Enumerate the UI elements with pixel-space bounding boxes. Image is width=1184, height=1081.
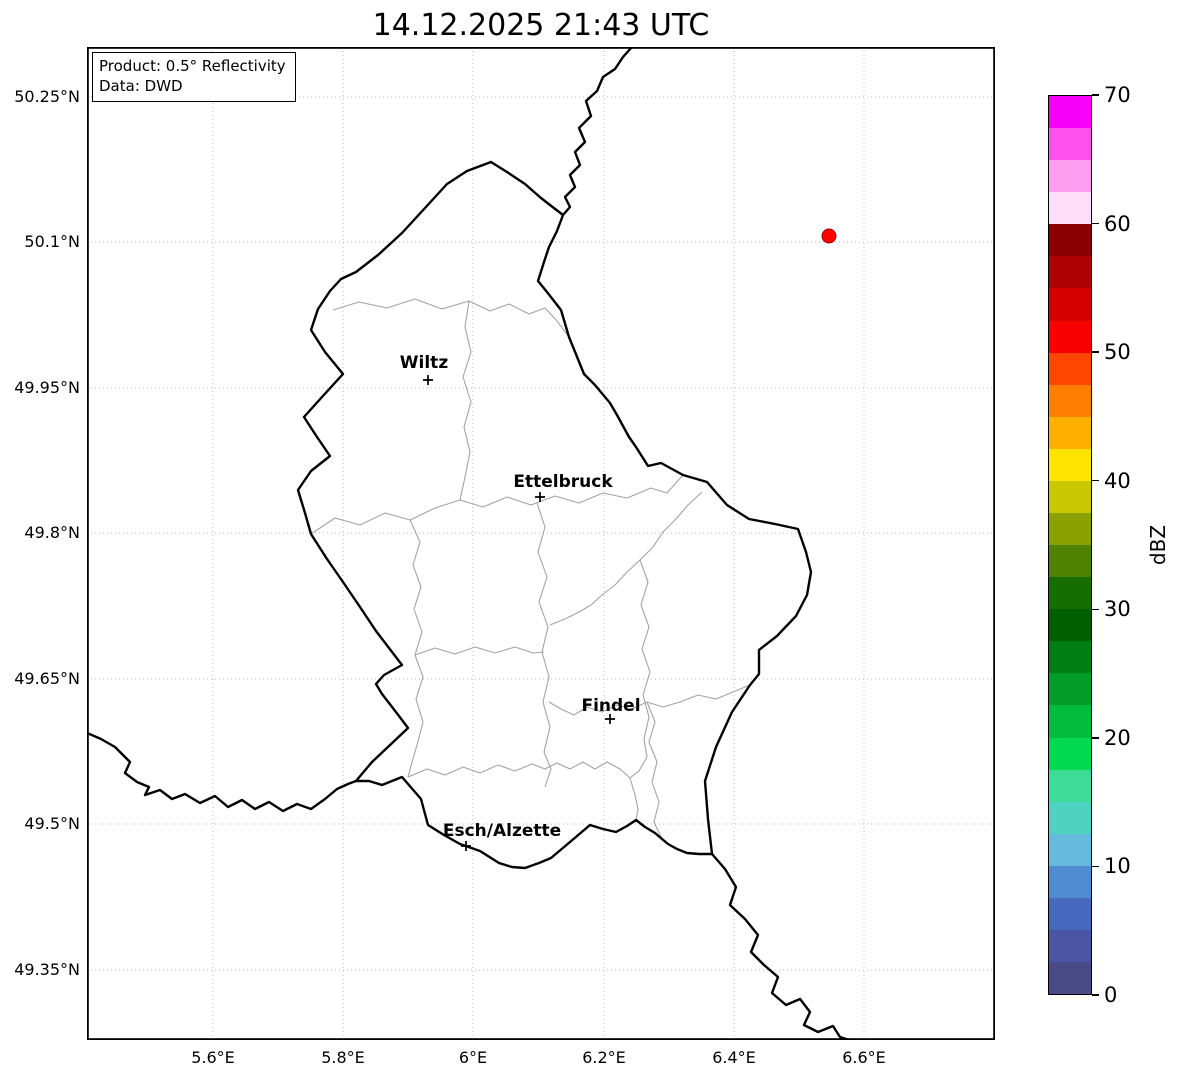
plot-title: 14.12.2025 21:43 UTC — [372, 8, 710, 43]
colorbar-tick-label: 40 — [1104, 468, 1131, 493]
canton-boundary — [629, 559, 651, 779]
colorbar-segment — [1049, 577, 1091, 610]
colorbar-segment — [1049, 288, 1091, 321]
city-label: Esch/Alzette — [443, 821, 561, 841]
product-info-line: Product: 0.5° Reflectivity — [99, 57, 286, 75]
city-label: Wiltz — [400, 353, 449, 373]
canton-boundary — [549, 491, 703, 626]
colorbar-tick — [1092, 608, 1099, 610]
colorbar-segment — [1049, 705, 1091, 738]
colorbar-segment — [1049, 256, 1091, 289]
colorbar-tick-label: 0 — [1104, 983, 1118, 1007]
canton-boundary — [459, 300, 472, 501]
colorbar-tick — [1092, 865, 1099, 868]
colorbar-segment — [1049, 609, 1091, 642]
colorbar-segment — [1049, 833, 1091, 866]
colorbar-tick — [1092, 351, 1099, 353]
country-border — [87, 731, 358, 813]
city-marker — [535, 492, 545, 502]
colorbar-tick-label: 60 — [1104, 211, 1131, 236]
canton-boundary — [414, 646, 545, 656]
lat-tick-label: 50.1°N — [24, 232, 80, 251]
city-marker — [605, 714, 615, 724]
data-source-line: Data: DWD — [99, 77, 183, 96]
canton-boundary — [646, 701, 669, 845]
canton-boundary — [536, 502, 552, 788]
colorbar-segment — [1049, 801, 1091, 834]
colorbar-segment — [1049, 769, 1091, 802]
colorbar-segment — [1049, 96, 1091, 129]
canton-boundary — [332, 298, 570, 338]
canton-boundary — [407, 519, 424, 778]
plot-frame — [87, 47, 995, 1040]
colorbar-segment — [1049, 128, 1091, 161]
colorbar-segment — [1049, 641, 1091, 674]
colorbar-segment — [1049, 448, 1091, 481]
colorbar-segment — [1049, 673, 1091, 706]
lat-tick-label: 49.5°N — [24, 814, 80, 833]
country-border — [296, 160, 813, 870]
colorbar-segment — [1049, 865, 1091, 898]
luxembourg-map: Wiltz Ettelbruck Findel Esch/Alzette — [87, 47, 995, 1040]
colorbar-segment — [1049, 320, 1091, 353]
colorbar-tick — [1092, 994, 1099, 996]
canton-boundary — [548, 684, 751, 716]
colorbar-segment — [1049, 416, 1091, 449]
lat-tick-label: 49.8°N — [24, 523, 80, 542]
colorbar-segment — [1049, 897, 1091, 931]
colorbar-tick — [1092, 737, 1099, 739]
reflectivity-colorbar — [1048, 95, 1092, 995]
country-border — [561, 47, 634, 217]
city-marker — [461, 841, 471, 851]
colorbar-tick-label: 30 — [1104, 597, 1131, 622]
lat-tick-label: 49.95°N — [14, 378, 80, 397]
colorbar-tick — [1092, 479, 1099, 482]
colorbar-segment — [1049, 224, 1091, 257]
lon-tick-label: 5.6°E — [191, 1048, 235, 1067]
colorbar-segment — [1049, 192, 1091, 225]
lon-tick-label: 6.4°E — [712, 1048, 756, 1067]
city-label: Findel — [581, 696, 640, 716]
colorbar-tick — [1092, 222, 1099, 225]
lon-tick-label: 6°E — [458, 1048, 488, 1067]
lon-tick-label: 5.8°E — [321, 1048, 365, 1067]
city-label: Ettelbruck — [513, 472, 613, 492]
colorbar-segment — [1049, 545, 1091, 578]
city-marker — [423, 375, 433, 385]
map-plot-area: Product: 0.5° Reflectivity Data: DWD Wil… — [87, 47, 995, 1040]
colorbar-tick-label: 50 — [1104, 340, 1131, 365]
lat-tick-label: 49.65°N — [14, 669, 80, 688]
colorbar-tick-label: 70 — [1104, 83, 1131, 107]
colorbar-axis-label: dBZ — [1146, 524, 1170, 566]
colorbar-segment — [1049, 160, 1091, 193]
radar-location-dot — [821, 228, 837, 244]
colorbar-segment — [1049, 962, 1091, 995]
lat-tick-label: 49.35°N — [14, 960, 80, 979]
colorbar-tick-label: 20 — [1104, 725, 1131, 750]
product-info-box: Product: 0.5° Reflectivity Data: DWD — [92, 52, 296, 102]
colorbar-segment — [1049, 384, 1091, 417]
colorbar-tick-label: 10 — [1104, 854, 1131, 879]
colorbar-segment — [1049, 352, 1091, 385]
lon-tick-label: 6.6°E — [842, 1048, 886, 1067]
colorbar-segment — [1049, 480, 1091, 514]
colorbar-segment — [1049, 930, 1091, 963]
lon-tick-label: 6.2°E — [582, 1048, 626, 1067]
lat-tick-label: 50.25°N — [14, 87, 80, 106]
colorbar-segment — [1049, 737, 1091, 770]
canton-boundary — [310, 474, 684, 535]
country-border — [710, 852, 851, 1040]
colorbar-segment — [1049, 513, 1091, 546]
colorbar-tick — [1092, 94, 1099, 96]
